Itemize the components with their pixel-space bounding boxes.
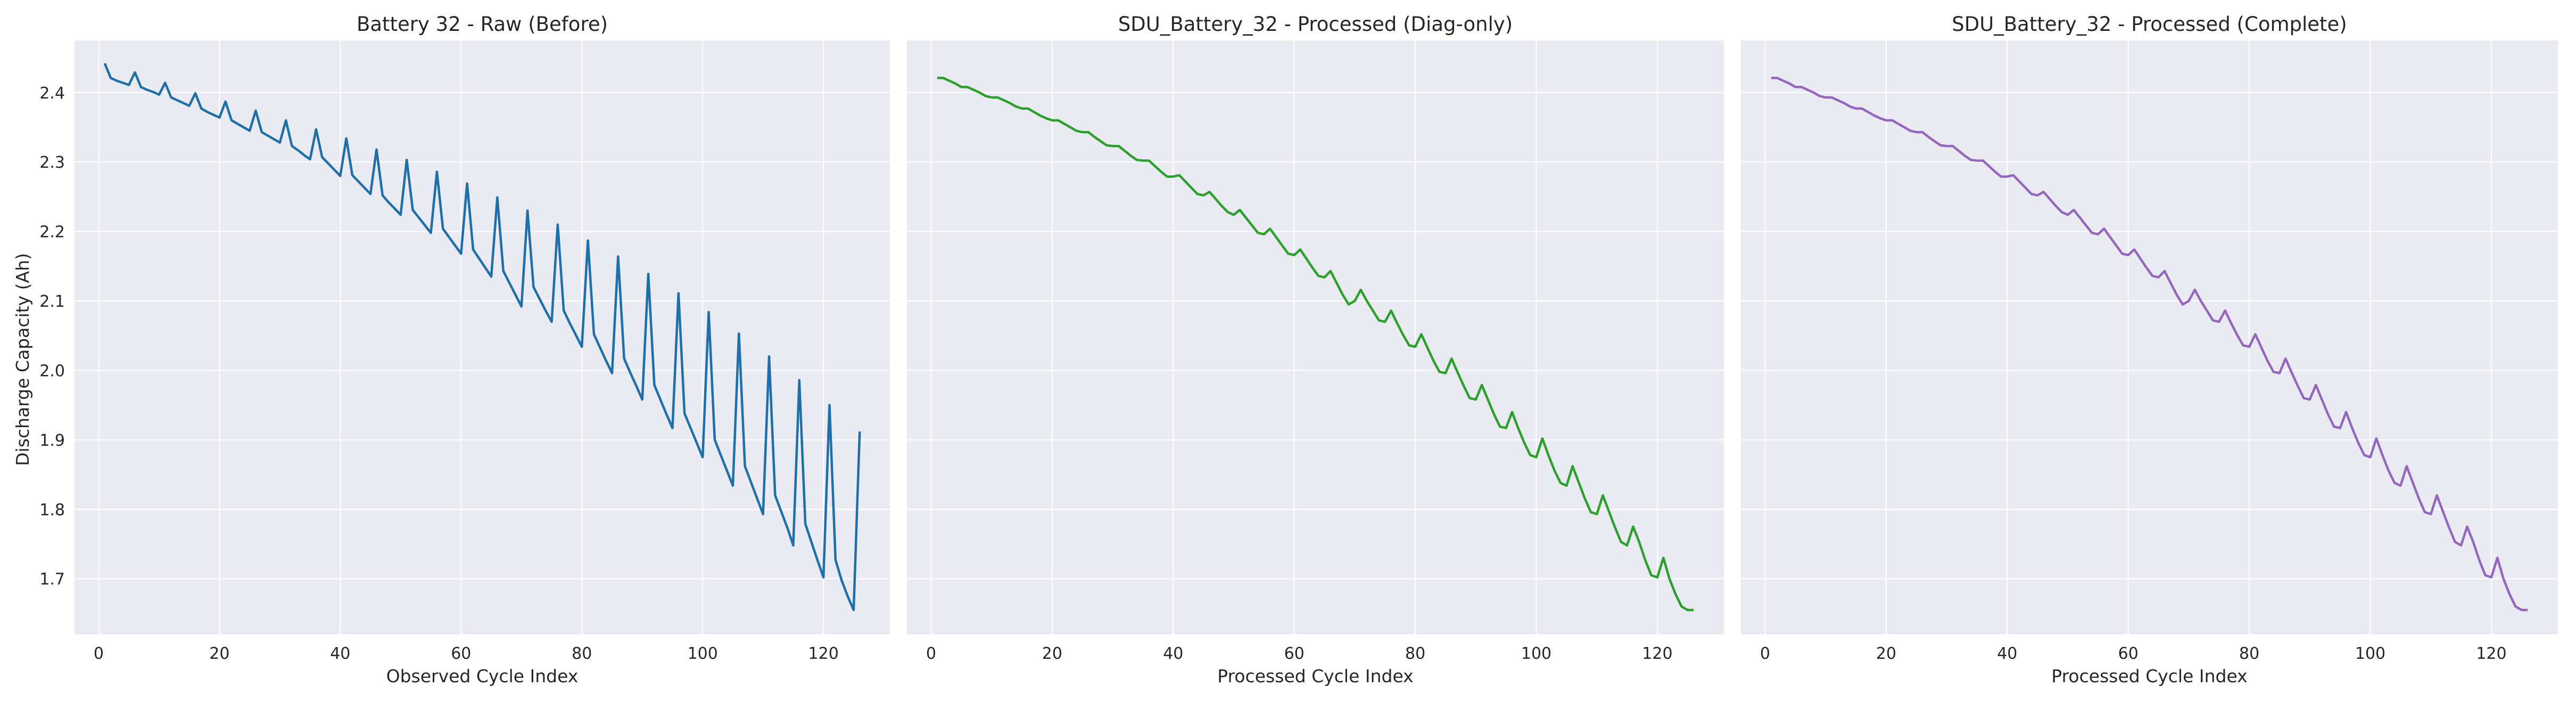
y-tick-label: 1.9 — [39, 431, 65, 450]
x-tick-label: 120 — [2476, 644, 2506, 663]
x-tick-label: 120 — [1642, 644, 1672, 663]
y-tick-label: 1.8 — [39, 501, 65, 519]
y-tick-label: 2.1 — [39, 292, 65, 311]
y-tick-label: 2.2 — [39, 223, 65, 242]
x-tick-label: 100 — [1521, 644, 1551, 663]
x-tick-label: 40 — [330, 644, 350, 663]
x-tick-label: 80 — [572, 644, 592, 663]
x-tick-label: 120 — [808, 644, 839, 663]
y-tick-label: 2.0 — [39, 362, 65, 380]
plot-area — [1741, 40, 2558, 634]
x-tick-label: 0 — [1760, 644, 1770, 663]
x-tick-label: 20 — [209, 644, 229, 663]
panel-1: 0 20 40 60 80 100 120 1.7 1.8 1.9 2.0 2.1 2.2 2.3 2.4 B… — [39, 13, 890, 686]
chart-title: SDU_Battery_32 - Processed (Complete) — [1952, 13, 2347, 36]
series-line — [937, 77, 1694, 611]
chart-title: Battery 32 - Raw (Before) — [357, 13, 608, 36]
x-tick-label: 0 — [926, 644, 936, 663]
x-tick-label: 40 — [1997, 644, 2017, 663]
y-tick-label: 1.7 — [39, 570, 65, 589]
x-tick-label: 20 — [1876, 644, 1896, 663]
x-tick-label: 40 — [1163, 644, 1183, 663]
panel-2: 0 20 40 60 80 100 120 SDU_Battery_32 - Processe… — [907, 13, 1724, 686]
x-tick-label: 60 — [451, 644, 471, 663]
plot-area — [907, 40, 1724, 634]
x-tick-label: 100 — [688, 644, 718, 663]
panel-3: 0 20 40 60 80 100 120 SDU_Battery_32 - Processe… — [1741, 13, 2558, 686]
series-line — [103, 63, 861, 611]
y-tick-label: 2.4 — [39, 84, 65, 103]
x-axis-label: Processed Cycle Index — [2051, 666, 2247, 686]
x-tick-label: 0 — [94, 644, 104, 663]
x-axis-label: Observed Cycle Index — [386, 666, 579, 686]
x-tick-label: 20 — [1042, 644, 1062, 663]
chart-title: SDU_Battery_32 - Processed (Diag-only) — [1118, 13, 1513, 36]
y-axis-label: Discharge Capacity (Ah) — [12, 253, 33, 466]
series-line — [1771, 77, 2528, 611]
x-axis-label: Processed Cycle Index — [1217, 666, 1413, 686]
plot-area — [75, 40, 890, 634]
x-tick-label: 80 — [1405, 644, 1425, 663]
x-tick-label: 100 — [2355, 644, 2385, 663]
x-tick-label: 60 — [1284, 644, 1304, 663]
x-tick-label: 60 — [2118, 644, 2139, 663]
y-tick-label: 2.3 — [39, 153, 65, 172]
x-tick-label: 80 — [2239, 644, 2259, 663]
